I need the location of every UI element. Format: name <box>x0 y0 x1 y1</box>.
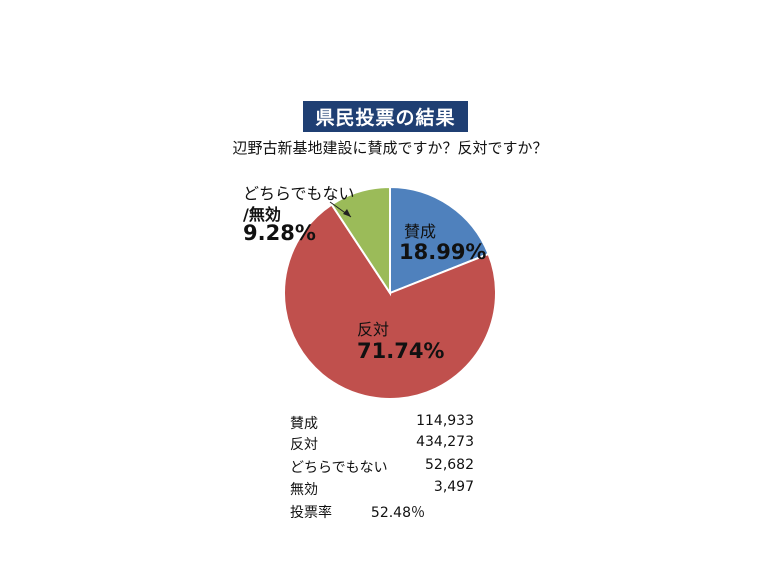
slice-label-support: 賛成 <box>404 222 437 241</box>
stats-label: 無効 <box>290 482 318 498</box>
stats-value: 434,273 <box>416 434 474 450</box>
stats-label: 反対 <box>290 437 318 453</box>
pie-slice-oppose <box>283 203 497 400</box>
stats-value: 52.48％ <box>370 505 425 521</box>
stats-value: 3,497 <box>433 479 474 495</box>
stats-label: どちらでもない <box>290 460 388 476</box>
slice-label-neither: どちらでもない <box>243 184 355 203</box>
chart-subtitle: 辺野古新基地建設に賛成ですか？反対ですか？ <box>232 139 548 157</box>
chart-title: 県民投票の結果 <box>303 101 468 132</box>
stats-value: 52,682 <box>425 457 474 473</box>
callout-arrowhead <box>343 209 351 217</box>
stats-value: 114,933 <box>416 413 474 429</box>
slice-pct-neither: 9.28% <box>243 221 316 245</box>
slice-label-invalid: /無効 <box>243 205 281 224</box>
stats-label: 賛成 <box>290 416 318 432</box>
stats-label: 投票率 <box>290 505 332 521</box>
pie-slice-support <box>389 185 490 295</box>
slice-pct-oppose: 71.74% <box>357 339 445 363</box>
slice-pct-support: 18.99% <box>399 240 487 264</box>
slice-label-oppose: 反対 <box>357 320 390 339</box>
